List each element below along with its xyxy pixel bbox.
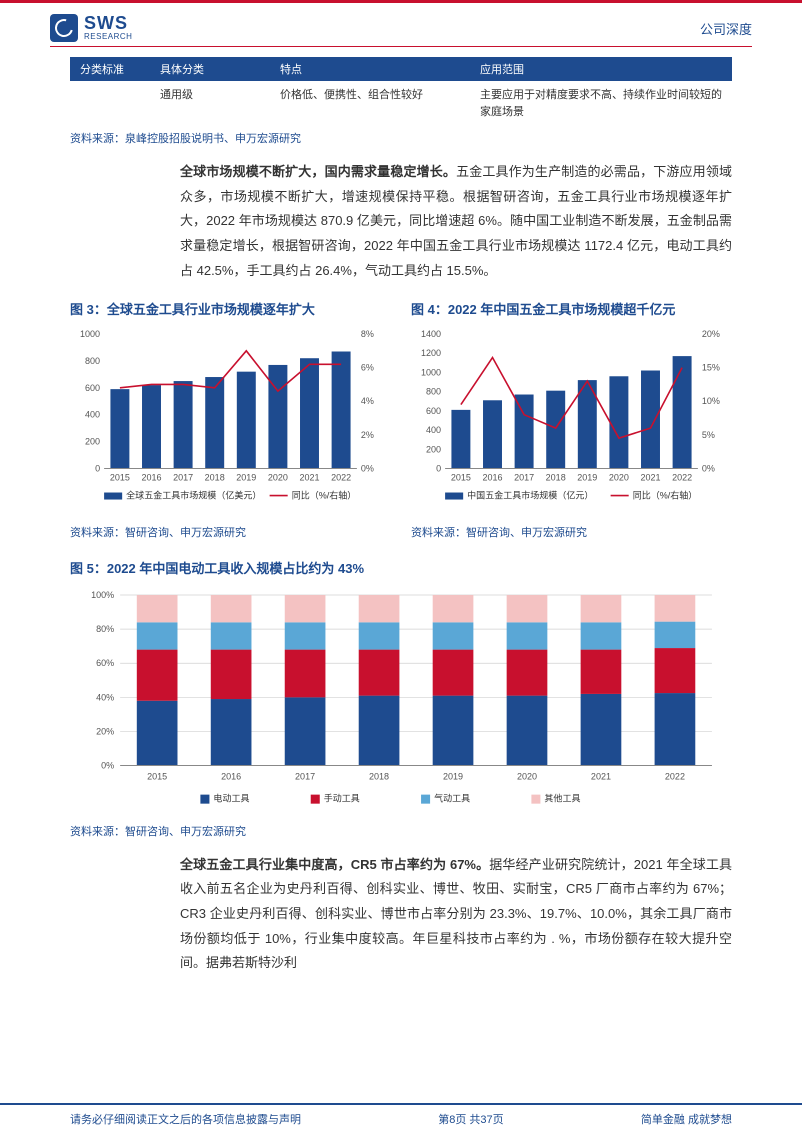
doc-type-label: 公司深度 (700, 19, 752, 38)
svg-text:2022: 2022 (672, 473, 692, 483)
svg-text:100%: 100% (91, 590, 114, 600)
svg-text:2020: 2020 (609, 473, 629, 483)
svg-text:800: 800 (426, 387, 441, 397)
table-header: 具体分类 (150, 57, 270, 81)
svg-text:中国五金工具市场规模（亿元）: 中国五金工具市场规模（亿元） (467, 490, 593, 501)
fig3-chart: 0 200 400 600 800 1000 0% 2% 4% 6% 8% 2015 2016 2017 2… (70, 326, 391, 517)
svg-text:同比（%/右轴）: 同比（%/右轴） (633, 490, 698, 501)
svg-text:2019: 2019 (577, 473, 597, 483)
svg-text:4%: 4% (361, 397, 374, 407)
table-header: 应用范围 (470, 57, 732, 81)
svg-text:20%: 20% (702, 329, 720, 339)
svg-text:10%: 10% (702, 397, 720, 407)
svg-text:20%: 20% (96, 726, 114, 736)
svg-text:其他工具: 其他工具 (544, 793, 580, 804)
svg-text:60%: 60% (96, 658, 114, 668)
svg-text:200: 200 (426, 445, 441, 455)
svg-text:手动工具: 手动工具 (324, 793, 360, 804)
logo-subtext: RESEARCH (84, 32, 132, 41)
fig4-title: 图 4：2022 年中国五金工具市场规模超千亿元 (411, 299, 732, 318)
svg-text:2018: 2018 (546, 473, 566, 483)
svg-text:80%: 80% (96, 624, 114, 634)
svg-text:2019: 2019 (236, 473, 256, 483)
svg-text:2020: 2020 (268, 473, 288, 483)
svg-text:2018: 2018 (205, 473, 225, 483)
footer-disclaimer: 请务必仔细阅读正文之后的各项信息披露与声明 (70, 1111, 301, 1127)
svg-text:2017: 2017 (514, 473, 534, 483)
svg-text:气动工具: 气动工具 (434, 793, 470, 804)
svg-text:1400: 1400 (421, 329, 441, 339)
svg-text:2018: 2018 (369, 772, 389, 782)
svg-text:400: 400 (85, 410, 100, 420)
classification-table: 分类标准 具体分类 特点 应用范围 通用级 价格低、便携性、组合性较好 主要应用… (70, 57, 732, 126)
svg-text:40%: 40% (96, 692, 114, 702)
svg-text:0%: 0% (702, 464, 715, 474)
svg-text:2021: 2021 (591, 772, 611, 782)
svg-text:2016: 2016 (141, 473, 161, 483)
svg-text:400: 400 (426, 425, 441, 435)
svg-text:同比（%/右轴）: 同比（%/右轴） (292, 490, 357, 501)
page-footer: 请务必仔细阅读正文之后的各项信息披露与声明 第8页 共37页 简单金融 成就梦想 (0, 1103, 802, 1133)
svg-text:2016: 2016 (221, 772, 241, 782)
logo-text: SWS (84, 15, 132, 31)
svg-text:15%: 15% (702, 363, 720, 373)
page-header: SWS RESEARCH 公司深度 (0, 6, 802, 46)
svg-text:2017: 2017 (295, 772, 315, 782)
svg-text:2016: 2016 (482, 473, 502, 483)
svg-text:1200: 1200 (421, 349, 441, 359)
footer-page: 第8页 共37页 (438, 1111, 503, 1127)
logo: SWS RESEARCH (50, 14, 132, 42)
svg-text:全球五金工具市场规模（亿美元）: 全球五金工具市场规模（亿美元） (126, 490, 261, 501)
paragraph-1: 全球市场规模不断扩大，国内需求量稳定增长。五金工具作为生产制造的必需品，下游应用… (180, 160, 732, 283)
svg-text:0%: 0% (361, 464, 374, 474)
svg-text:2020: 2020 (517, 772, 537, 782)
fig5-title: 图 5：2022 年中国电动工具收入规模占比约为 43% (70, 558, 732, 577)
svg-text:2021: 2021 (640, 473, 660, 483)
svg-text:1000: 1000 (421, 368, 441, 378)
fig5-source: 资料来源：智研咨询、申万宏源研究 (70, 823, 732, 839)
table-header: 特点 (270, 57, 470, 81)
svg-text:800: 800 (85, 356, 100, 366)
svg-text:0%: 0% (101, 761, 114, 771)
paragraph-2: 全球五金工具行业集中度高，CR5 市占率约为 67%。据华经产业研究院统计，20… (180, 853, 732, 976)
fig4-source: 资料来源：智研咨询、申万宏源研究 (411, 524, 732, 540)
svg-text:2021: 2021 (299, 473, 319, 483)
svg-text:2015: 2015 (147, 772, 167, 782)
svg-text:电动工具: 电动工具 (213, 793, 249, 804)
fig4-chart: 0 200 400 600 800 1000 1200 1400 0% 5% 10% 15% 20% 20… (411, 326, 732, 517)
svg-text:600: 600 (85, 383, 100, 393)
fig5-chart: 0% 20% 40% 60% 80% 100% 2015 2016 2017 2018 2019 20… (70, 585, 732, 816)
table-header: 分类标准 (70, 57, 150, 81)
svg-text:5%: 5% (702, 430, 715, 440)
table-source: 资料来源：泉峰控股招股说明书、申万宏源研究 (70, 130, 732, 146)
svg-text:2022: 2022 (331, 473, 351, 483)
svg-text:0: 0 (95, 464, 100, 474)
fig3-source: 资料来源：智研咨询、申万宏源研究 (70, 524, 391, 540)
svg-text:2015: 2015 (110, 473, 130, 483)
svg-text:2017: 2017 (173, 473, 193, 483)
fig3-title: 图 3：全球五金工具行业市场规模逐年扩大 (70, 299, 391, 318)
svg-text:8%: 8% (361, 329, 374, 339)
svg-text:2%: 2% (361, 430, 374, 440)
svg-text:600: 600 (426, 406, 441, 416)
svg-text:2022: 2022 (665, 772, 685, 782)
svg-text:1000: 1000 (80, 329, 100, 339)
table-row: 通用级 价格低、便携性、组合性较好 主要应用于对精度要求不高、持续作业时间较短的… (70, 81, 732, 126)
footer-slogan: 简单金融 成就梦想 (641, 1111, 732, 1127)
svg-text:200: 200 (85, 437, 100, 447)
svg-text:2019: 2019 (443, 772, 463, 782)
sws-logo-icon (50, 14, 78, 42)
svg-text:2015: 2015 (451, 473, 471, 483)
svg-text:6%: 6% (361, 363, 374, 373)
header-divider (50, 46, 752, 47)
svg-text:0: 0 (436, 464, 441, 474)
